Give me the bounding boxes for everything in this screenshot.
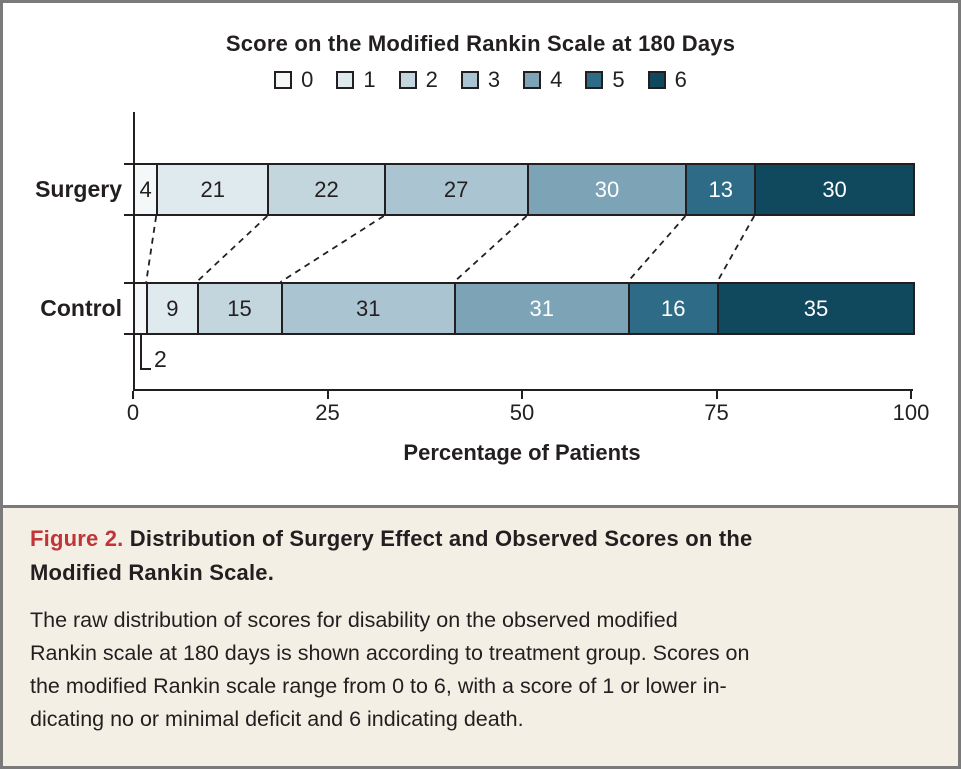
- segment-value: 31: [529, 295, 554, 321]
- legend-swatch-score-5: [585, 71, 604, 89]
- x-axis-tick-75: [715, 391, 718, 399]
- category-axis-tick: [124, 214, 133, 216]
- legend-item-score-0: 0: [274, 67, 313, 93]
- segment-value: 22: [314, 176, 339, 202]
- caption-heading: Figure 2. Distribution of Surgery Effect…: [30, 522, 931, 590]
- bar-segment-surgery-score-4: 30: [526, 165, 686, 214]
- connector-dashed-line: [145, 216, 158, 282]
- segment-value: 35: [803, 295, 829, 321]
- bar-segment-surgery-score-2: 22: [267, 165, 384, 214]
- bar-segment-control-score-6: 35: [717, 284, 913, 333]
- legend-label: 2: [425, 67, 438, 92]
- bar-segment-control-score-0: [135, 284, 147, 333]
- category-axis-tick: [124, 163, 133, 165]
- legend-swatch-score-3: [460, 71, 479, 89]
- group-label-control: Control: [40, 295, 122, 321]
- legend-swatch-score-2: [398, 71, 417, 89]
- category-axis-tick: [124, 282, 133, 284]
- connector-dashed-line: [280, 216, 385, 282]
- callout-bracket: [139, 335, 151, 370]
- stacked-bar-control: 9 15 31 31 16 35: [133, 282, 915, 335]
- chart-title: Score on the Modified Rankin Scale at 18…: [225, 31, 736, 56]
- connector-dashed-line: [716, 216, 756, 282]
- y-axis-line: [133, 112, 135, 391]
- legend-label: 3: [487, 67, 501, 92]
- bar-segment-surgery-score-3: 27: [383, 165, 527, 214]
- bar-segment-surgery-score-1: 21: [156, 165, 268, 214]
- segment-value: 21: [200, 176, 225, 202]
- x-tick-label-75: 75: [704, 400, 729, 425]
- figure-number: Figure 2.: [30, 526, 124, 551]
- legend-label: 4: [550, 67, 563, 92]
- bar-segment-control-score-2: 15: [196, 284, 281, 333]
- legend-item-score-6: 6: [647, 67, 687, 93]
- segment-value: 30: [594, 176, 620, 202]
- legend-swatch-score-6: [647, 71, 666, 89]
- x-axis-line: [133, 389, 913, 391]
- bar-segment-surgery-score-0: 4: [135, 165, 157, 214]
- legend-label: 1: [363, 67, 376, 92]
- bar-segment-surgery-score-6: 30: [754, 165, 913, 214]
- segment-value: 9: [166, 295, 179, 321]
- x-tick-label-0: 0: [126, 400, 140, 425]
- legend-swatch-score-1: [336, 71, 355, 89]
- connector-lines: [145, 216, 756, 282]
- figure-caption: Figure 2. Distribution of Surgery Effect…: [3, 508, 958, 766]
- x-tick-label-25: 25: [315, 400, 340, 425]
- panel-divider: [3, 505, 958, 508]
- x-axis-tick-25: [326, 391, 329, 399]
- stacked-bar-surgery: 4 21 22 27 30 13 30: [133, 163, 915, 216]
- segment-value: 31: [356, 295, 381, 321]
- legend-item-score-4: 4: [523, 67, 562, 93]
- bar-segment-control-score-1: 9: [146, 284, 197, 333]
- legend-label: 6: [674, 67, 687, 92]
- x-axis-tick-50: [521, 391, 523, 399]
- legend-item-score-5: 5: [585, 67, 625, 93]
- group-label-surgery: Surgery: [35, 176, 122, 202]
- legend-label: 0: [301, 67, 314, 92]
- bar-segment-surgery-score-5: 13: [685, 165, 755, 214]
- segment-value: 27: [443, 176, 469, 202]
- segment-value: 16: [661, 295, 686, 321]
- legend-label: 5: [612, 67, 625, 92]
- legend-item-score-3: 3: [460, 67, 501, 93]
- bar-segment-control-score-3: 31: [280, 284, 454, 333]
- x-axis-tick-0: [132, 391, 134, 399]
- legend-item-score-1: 1: [336, 67, 376, 93]
- legend: 0 1 2 3 4 5 6: [3, 67, 958, 93]
- connector-dashed-line: [626, 216, 687, 282]
- bar-segment-control-score-4: 31: [454, 284, 628, 333]
- x-axis-title: Percentage of Patients: [403, 440, 641, 465]
- segment-value: 4: [139, 176, 152, 202]
- connector-dashed-line: [453, 216, 528, 282]
- callout-value: 2: [154, 346, 167, 372]
- segment-value: 15: [227, 295, 252, 321]
- legend-swatch-score-4: [523, 71, 542, 89]
- connector-dashed-line: [195, 216, 268, 282]
- segment-value: 13: [708, 176, 734, 202]
- x-tick-label-50: 50: [509, 400, 535, 425]
- legend-item-score-2: 2: [398, 67, 438, 93]
- caption-body: The raw distribution of scores for disab…: [30, 608, 750, 731]
- caption-title: Distribution of Surgery Effect and Obser…: [30, 526, 753, 585]
- category-axis-tick: [124, 333, 133, 335]
- x-axis-tick-100: [910, 391, 912, 399]
- legend-swatch-score-0: [274, 71, 293, 89]
- x-tick-label-100: 100: [892, 400, 930, 425]
- bar-segment-control-score-5: 16: [627, 284, 718, 333]
- segment-value: 30: [822, 176, 847, 202]
